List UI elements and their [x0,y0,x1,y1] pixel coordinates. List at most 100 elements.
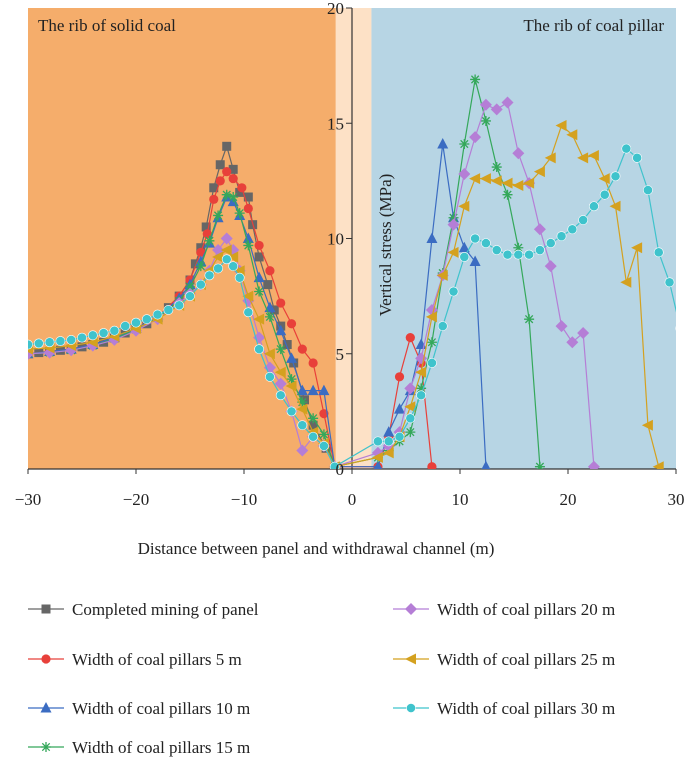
series-2-point [228,173,238,184]
series-4-point [480,115,491,126]
legend-item: Completed mining of panel [28,600,259,619]
y-tick-label: 10 [327,230,344,249]
series-7-point [243,307,254,318]
series-7-point [131,317,141,328]
series-2-point [394,372,405,382]
series-3-point [307,384,319,396]
series-6-point [404,401,416,413]
legend-marker-point [41,654,51,664]
series-7-point [491,245,502,255]
series-1-point [215,160,225,170]
series-4-point [275,344,286,355]
series-6-point [555,120,567,132]
series-1-point [243,192,253,202]
series-7-point [405,413,416,424]
series-6-point [447,246,459,258]
series-2-point [276,298,286,308]
series-7-point [319,441,329,451]
series-7-point [643,185,653,195]
series-7-point [589,201,599,212]
series-2-point [405,333,415,343]
series-6-point [227,251,239,263]
series-7-point [416,390,427,401]
series-3-point [394,403,406,414]
series-1-point [228,164,238,174]
series-7-point [621,143,632,154]
series-3-point [286,352,298,363]
x-tick-label: −30 [15,490,42,509]
legend-marker-point [41,742,51,752]
series-5-point [458,167,471,180]
series-7-point [44,337,55,348]
series-7-point [437,321,448,331]
series-3-point [373,460,383,469]
region-label: The rib of coal pillar [523,16,664,35]
series-4-point [297,397,308,408]
legend-label: Width of coal pillars 5 m [72,650,242,669]
legend-item: Width of coal pillars 20 m [393,600,615,619]
series-1-point [282,340,292,350]
series-7-point [567,224,578,235]
series-6-point [415,366,427,378]
series-4-point [405,427,416,438]
series-6-point [490,175,502,187]
series-4-point [221,189,232,200]
series-2-point [254,240,264,251]
series-7-point [513,249,524,260]
legend: Completed mining of panel Width of coal p… [28,600,615,757]
series-4-point [228,192,239,203]
series-3-point [481,460,491,469]
series-4-point [470,74,481,85]
series-5-point [587,460,600,469]
series-6-point [652,461,664,469]
series-7-point [427,358,437,368]
series-3-point [296,384,308,396]
series-3-point [242,232,254,243]
series-6-point [296,403,308,415]
series-7-point [87,330,98,341]
tick-labels: −30 −20 −10 0 10 20 30 0 5 10 15 20 [15,0,685,509]
x-tick-label: 20 [560,490,577,509]
series-4-point [254,286,265,297]
x-tick-label: 0 [348,490,357,509]
series-1-point [209,183,219,193]
series-1-point [308,420,318,430]
series-7-point [204,270,215,281]
legend-label: Width of coal pillars 15 m [72,738,250,757]
series-7-point [286,406,297,417]
series-4-point [213,210,224,221]
series-7-point [632,152,643,163]
legend-marker-point [406,703,416,713]
series-3-point [458,241,470,253]
series-7-point [308,431,319,442]
series-3-point [383,426,395,437]
legend-label: Width of coal pillars 30 m [437,699,615,718]
legend-label: Completed mining of panel [72,600,259,619]
background-regions [28,8,676,469]
series-7-point [599,189,610,200]
series-6-point [631,242,643,254]
series-6-point [253,313,265,325]
series-4-point [459,138,470,149]
series-4-point [448,212,459,223]
series-1-point [201,222,211,232]
series-7-point [610,171,621,182]
series-4-point [243,240,254,251]
legend-marker-point [40,702,52,713]
series-5-point [469,131,482,144]
series-6-point [512,179,524,191]
series-4-point [426,337,437,348]
series-6-point [566,129,578,141]
series-7-point [66,335,77,345]
series-5-point [274,377,287,390]
series-5-point [479,98,492,111]
legend-label: Width of coal pillars 10 m [72,699,250,718]
series-7-point [55,336,66,346]
series-4-point [491,162,502,173]
series-6-point [425,311,437,323]
series-6-point [285,380,297,392]
series-4-point [318,429,329,440]
series-4-point [513,242,524,253]
y-tick-label: 0 [336,460,345,479]
series-2-point [427,462,437,469]
